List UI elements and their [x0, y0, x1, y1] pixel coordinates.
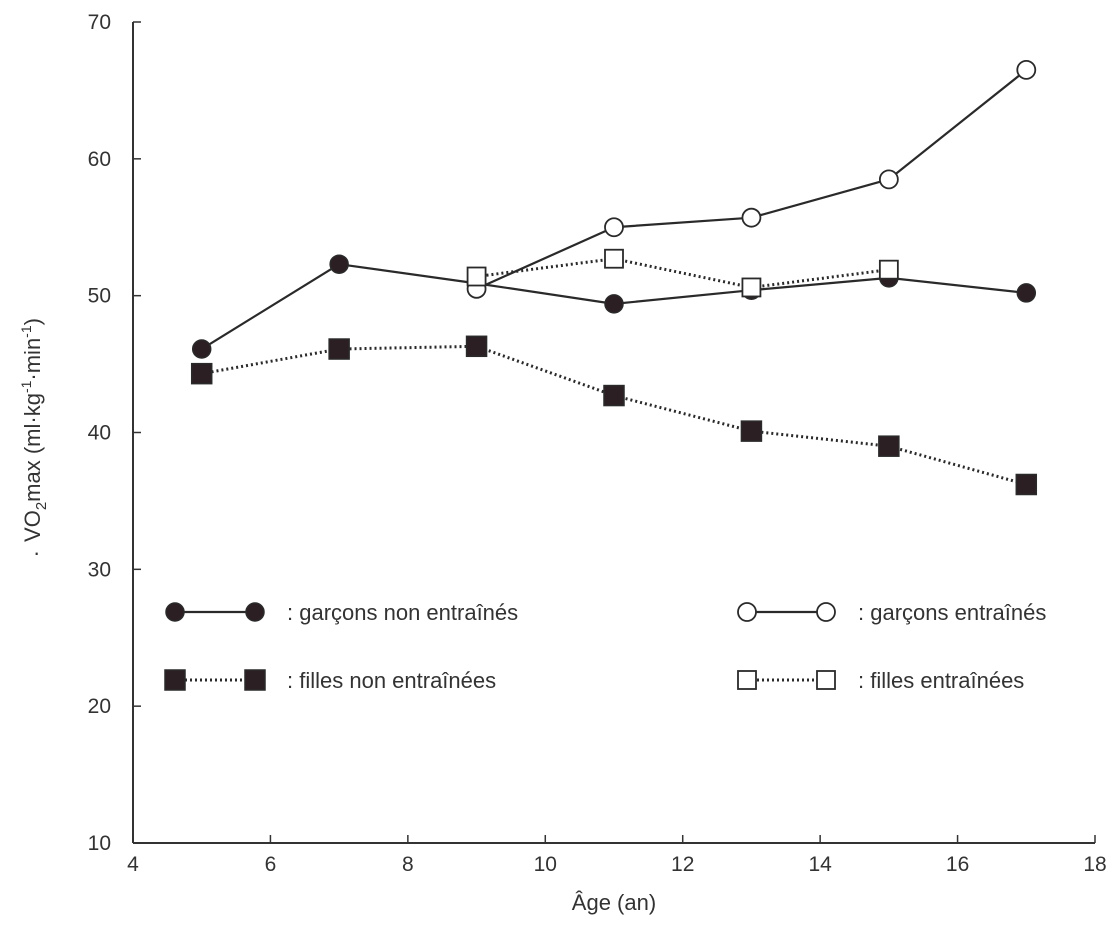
legend-item-2: : filles non entraînées [164, 668, 496, 693]
data-point-0-1 [329, 254, 349, 274]
data-point-2-6 [1015, 473, 1038, 496]
legend-item-1: : garçons entraînés [737, 600, 1046, 625]
y-tick-label: 10 [88, 832, 111, 855]
data-point-1-2 [741, 207, 762, 228]
legend-label-1: : garçons entraînés [858, 600, 1046, 625]
x-tick-label: 10 [534, 853, 557, 876]
legend-item-3: : filles entraînées [737, 668, 1024, 693]
x-tick-label: 18 [1083, 853, 1106, 876]
data-point-1-4 [1016, 59, 1037, 80]
legend-label-0: : garçons non entraînés [287, 600, 518, 625]
data-point-2-0 [190, 362, 213, 385]
legend-item-0: : garçons non entraînés [165, 600, 518, 625]
svg-text:VO2max (ml·kg-1·min-1): VO2max (ml·kg-1·min-1) [18, 318, 50, 542]
series-layer [190, 59, 1038, 496]
data-point-2-4 [740, 420, 763, 442]
y-tick-label: 50 [88, 285, 111, 308]
data-point-2-1 [328, 338, 350, 360]
data-point-0-0 [191, 339, 212, 359]
y-axis-title-dot: · [33, 540, 40, 565]
legend-marker-2 [244, 669, 266, 691]
data-point-0-3 [604, 294, 624, 314]
x-axis-title: Âge (an) [572, 890, 656, 915]
x-tick-label: 12 [671, 853, 694, 876]
series-1 [466, 59, 1037, 299]
legend-label-2: : filles non entraînées [287, 668, 496, 693]
y-axis-title-sup2: -1 [18, 325, 34, 338]
legend-marker-3 [816, 670, 836, 690]
legend-marker-2 [164, 669, 186, 691]
x-tick-label: 8 [402, 853, 414, 876]
data-point-1-1 [604, 217, 624, 238]
y-axis-title-rest: max (ml·kg [20, 393, 45, 502]
data-point-3-2 [741, 277, 762, 298]
y-axis-title-o: O [20, 510, 45, 527]
x-tick-label: 16 [946, 853, 969, 876]
data-point-2-2 [465, 335, 488, 358]
series-line-1 [476, 69, 1027, 290]
y-axis-title-close: ) [20, 318, 45, 325]
legend: : garçons non entraînés : garçons entraîn… [164, 600, 1046, 693]
y-tick-label: 30 [88, 558, 111, 581]
data-point-1-3 [878, 169, 899, 190]
y-tick-label: 60 [88, 148, 111, 171]
data-point-2-5 [878, 435, 900, 457]
y-tick-label: 40 [88, 422, 111, 445]
y-axis-title-v: V [20, 527, 45, 542]
legend-label-3: : filles entraînées [858, 668, 1024, 693]
y-axis-title: VO2max (ml·kg-1·min-1) [18, 318, 50, 542]
data-point-3-0 [466, 266, 487, 287]
data-point-0-6 [1016, 283, 1037, 303]
legend-marker-0 [165, 602, 185, 622]
series-0 [191, 254, 1037, 359]
legend-marker-1 [816, 602, 836, 622]
x-tick-label: 14 [808, 853, 832, 876]
axes: 4 6 8 10 12 14 16 18 10 20 30 40 50 60 70 [88, 11, 1107, 876]
series-3 [466, 248, 899, 298]
series-2 [190, 335, 1038, 496]
series-line-2 [201, 344, 1027, 486]
x-tick-label: 6 [265, 853, 277, 876]
data-point-3-1 [604, 248, 624, 269]
data-point-3-3 [878, 259, 899, 280]
data-point-2-3 [603, 384, 625, 407]
legend-marker-0 [245, 602, 265, 622]
y-axis-title-sub: 2 [33, 502, 50, 510]
legend-marker-3 [737, 670, 757, 690]
y-axis-title-mid: ·min [20, 338, 45, 381]
y-tick-label: 20 [88, 695, 111, 718]
y-axis-title-sup1: -1 [18, 380, 34, 393]
legend-marker-1 [737, 602, 757, 622]
x-tick-label: 4 [127, 853, 139, 876]
y-tick-label: 70 [88, 11, 111, 34]
